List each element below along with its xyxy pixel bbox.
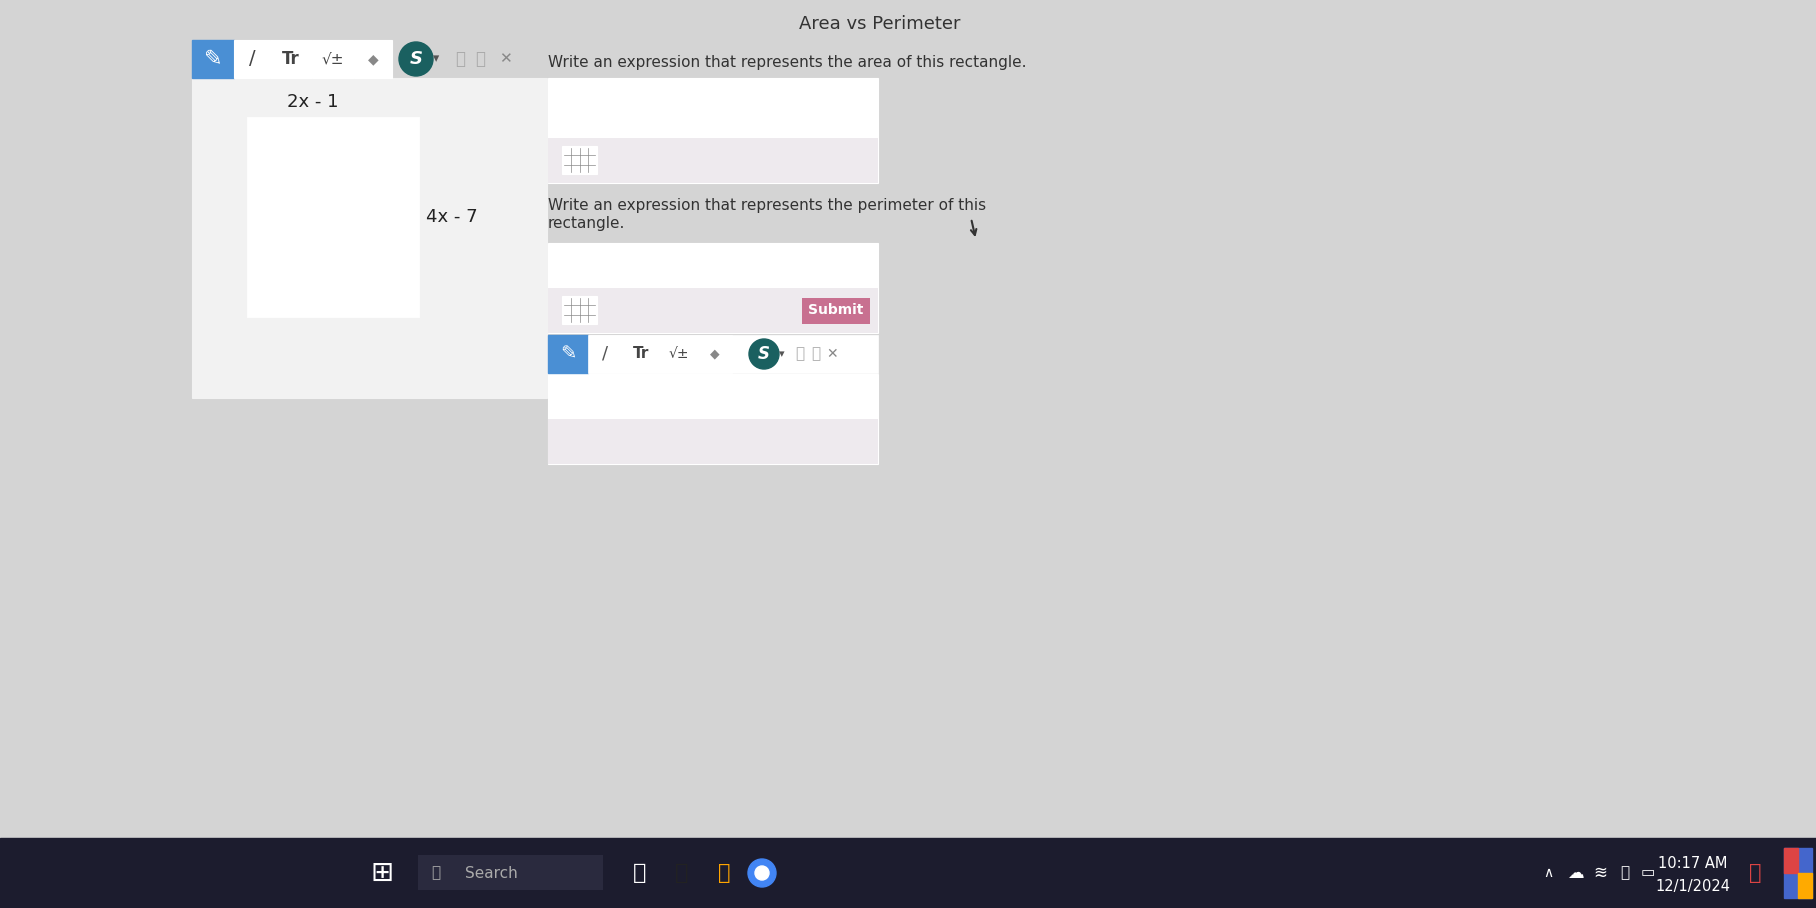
Bar: [561, 296, 597, 324]
Text: ◆: ◆: [710, 348, 719, 360]
Text: 4x - 7: 4x - 7: [427, 208, 478, 226]
Text: ✕: ✕: [826, 347, 837, 361]
Bar: [1783, 848, 1812, 898]
Text: ⌢: ⌢: [476, 50, 485, 68]
Text: Search: Search: [465, 865, 518, 881]
Text: /: /: [249, 50, 256, 68]
Text: Write an expression that represents the perimeter of this: Write an expression that represents the …: [548, 198, 986, 213]
Bar: [548, 243, 877, 333]
Text: 🍂: 🍂: [634, 863, 646, 883]
Bar: [588, 335, 623, 373]
Bar: [234, 40, 271, 78]
Bar: [561, 146, 597, 174]
Bar: [623, 335, 659, 373]
Bar: [249, 118, 418, 316]
Text: ⌢: ⌢: [795, 347, 804, 361]
Bar: [548, 419, 877, 464]
Text: 10:17 AM: 10:17 AM: [1658, 855, 1727, 871]
Bar: [0, 838, 1816, 908]
Text: Tr: Tr: [281, 50, 300, 68]
Text: 🔍: 🔍: [432, 865, 441, 881]
Bar: [548, 78, 877, 183]
Text: Area vs Perimeter: Area vs Perimeter: [799, 15, 961, 33]
Bar: [192, 40, 234, 78]
Bar: [803, 298, 870, 323]
Text: ▾: ▾: [432, 53, 439, 65]
Text: 🔊: 🔊: [1620, 865, 1629, 881]
Text: rectangle.: rectangle.: [548, 216, 625, 231]
Bar: [548, 335, 588, 373]
Bar: [312, 40, 354, 78]
Text: ▭: ▭: [1642, 865, 1654, 881]
Text: ✎: ✎: [203, 49, 222, 69]
Text: ⊞: ⊞: [370, 859, 394, 887]
Bar: [192, 78, 547, 398]
Text: ⌢: ⌢: [456, 50, 465, 68]
Bar: [1798, 873, 1812, 898]
Bar: [697, 335, 732, 373]
Text: ∧: ∧: [1544, 866, 1553, 880]
Text: ◆: ◆: [367, 52, 378, 66]
Text: 🗂: 🗂: [717, 863, 730, 883]
Text: ⌢: ⌢: [812, 347, 821, 361]
Circle shape: [755, 866, 768, 880]
Bar: [548, 335, 877, 373]
Text: S: S: [757, 345, 770, 363]
Text: 12/1/2024: 12/1/2024: [1656, 879, 1731, 893]
Text: ≋: ≋: [1593, 864, 1607, 882]
Bar: [418, 855, 603, 890]
Bar: [659, 335, 697, 373]
Bar: [271, 40, 312, 78]
Bar: [354, 40, 392, 78]
Text: Submit: Submit: [808, 303, 864, 318]
Text: √±: √±: [668, 347, 690, 361]
Circle shape: [748, 859, 775, 887]
Text: ☁: ☁: [1567, 864, 1584, 882]
Text: ✎: ✎: [559, 344, 576, 363]
Text: 2x - 1: 2x - 1: [287, 93, 340, 111]
Bar: [548, 288, 877, 333]
Bar: [548, 374, 877, 464]
Bar: [1783, 848, 1798, 873]
Text: Write an expression that represents the area of this rectangle.: Write an expression that represents the …: [548, 55, 1026, 70]
Text: S: S: [409, 50, 423, 68]
Text: Tr: Tr: [632, 347, 648, 361]
Circle shape: [400, 42, 432, 76]
Text: √±: √±: [321, 52, 345, 66]
Text: 🔔: 🔔: [1749, 863, 1762, 883]
Circle shape: [748, 339, 779, 369]
Text: ▾: ▾: [779, 349, 785, 359]
Text: ✕: ✕: [499, 52, 512, 66]
Text: ⬛: ⬛: [676, 863, 688, 883]
Bar: [548, 138, 877, 183]
Text: /: /: [601, 345, 608, 363]
